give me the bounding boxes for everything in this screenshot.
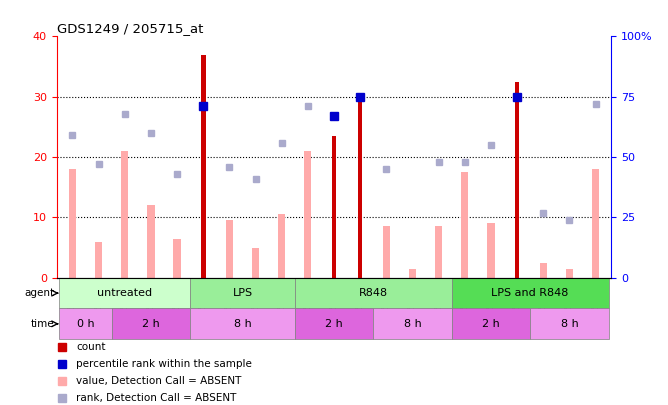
- Bar: [530, 309, 609, 339]
- Text: 8 h: 8 h: [403, 319, 422, 329]
- Text: LPS and R848: LPS and R848: [492, 288, 569, 298]
- Bar: [304, 151, 311, 278]
- Bar: [148, 205, 154, 278]
- Bar: [452, 278, 609, 309]
- Bar: [190, 309, 295, 339]
- Bar: [112, 309, 190, 339]
- Text: LPS: LPS: [232, 288, 253, 298]
- Bar: [69, 169, 76, 278]
- Bar: [59, 278, 190, 309]
- Bar: [409, 269, 416, 278]
- Text: count: count: [76, 342, 106, 352]
- Text: untreated: untreated: [98, 288, 152, 298]
- Text: R848: R848: [359, 288, 388, 298]
- Bar: [252, 247, 259, 278]
- Text: 2 h: 2 h: [325, 319, 343, 329]
- Text: 2 h: 2 h: [482, 319, 500, 329]
- Bar: [358, 100, 363, 278]
- Bar: [515, 82, 519, 278]
- Text: 8 h: 8 h: [234, 319, 251, 329]
- Bar: [435, 226, 442, 278]
- Bar: [295, 278, 452, 309]
- Bar: [373, 309, 452, 339]
- Bar: [332, 136, 336, 278]
- Bar: [95, 241, 102, 278]
- Bar: [278, 214, 285, 278]
- Bar: [383, 226, 390, 278]
- Text: percentile rank within the sample: percentile rank within the sample: [76, 359, 252, 369]
- Bar: [452, 309, 530, 339]
- Text: 8 h: 8 h: [560, 319, 578, 329]
- Text: 0 h: 0 h: [77, 319, 94, 329]
- Bar: [226, 220, 233, 278]
- Bar: [461, 172, 468, 278]
- Text: rank, Detection Call = ABSENT: rank, Detection Call = ABSENT: [76, 393, 236, 403]
- Bar: [201, 55, 206, 278]
- Text: value, Detection Call = ABSENT: value, Detection Call = ABSENT: [76, 376, 242, 386]
- Bar: [540, 263, 547, 278]
- Bar: [174, 239, 180, 278]
- Text: 2 h: 2 h: [142, 319, 160, 329]
- Text: agent: agent: [24, 288, 54, 298]
- Text: time: time: [31, 319, 54, 329]
- Bar: [121, 151, 128, 278]
- Bar: [190, 278, 295, 309]
- Bar: [592, 169, 599, 278]
- Bar: [295, 309, 373, 339]
- Bar: [566, 269, 573, 278]
- Text: GDS1249 / 205715_at: GDS1249 / 205715_at: [57, 22, 203, 35]
- Bar: [59, 309, 112, 339]
- Bar: [488, 224, 494, 278]
